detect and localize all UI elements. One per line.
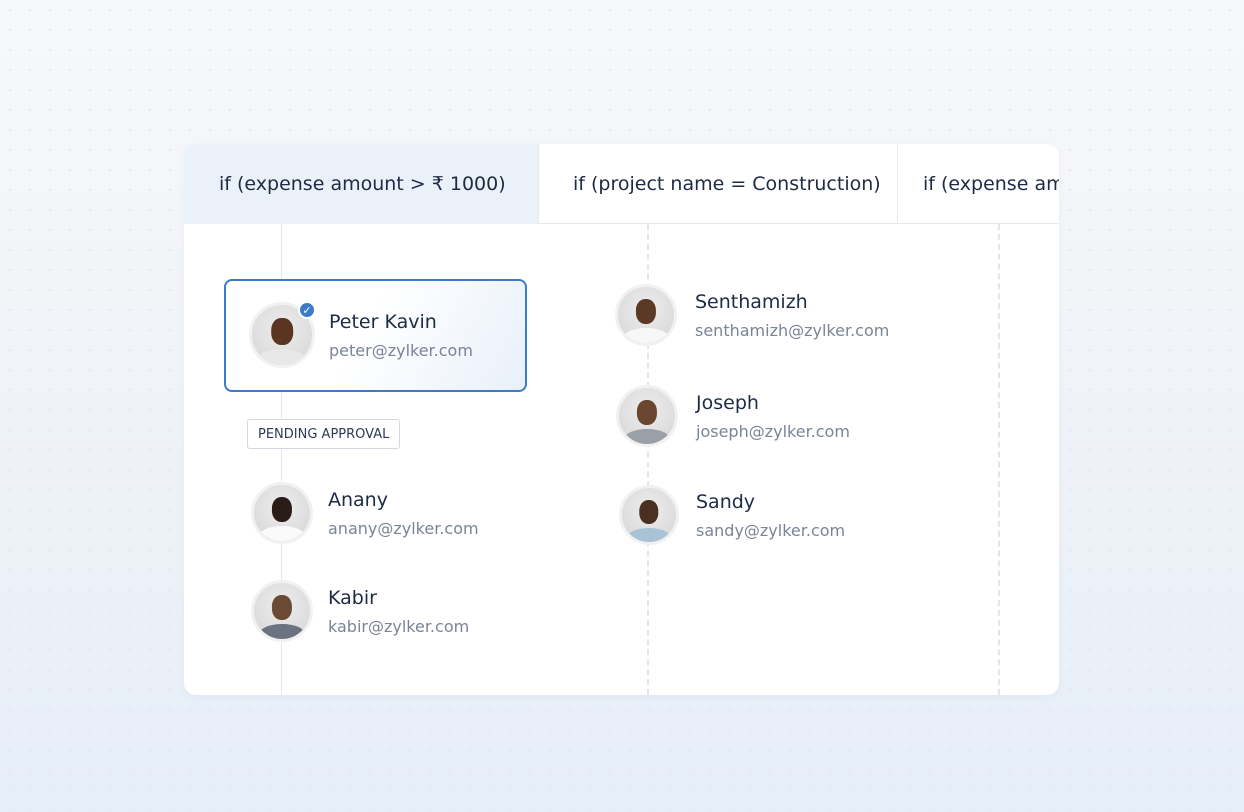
avatar (619, 485, 679, 545)
approver-sandy[interactable]: Sandy sandy@zylker.com (619, 485, 845, 545)
person-email: kabir@zylker.com (328, 616, 470, 636)
person-name: Anany (328, 488, 388, 511)
approver-senthamizh[interactable]: Senthamizh senthamizh@zylker.com (615, 284, 889, 346)
condition-tabs: if (expense amount > ₹ 1000) if (project… (184, 144, 1059, 224)
tab-label: if (expense amount > ₹ 1000) (219, 173, 506, 195)
avatar (615, 284, 677, 346)
column-connector-line (281, 224, 282, 695)
check-circle-icon: ✓ (298, 301, 316, 319)
person-name: Kabir (328, 586, 377, 609)
person-name: Peter Kavin (329, 310, 437, 333)
approval-rules-card: if (expense amount > ₹ 1000) if (project… (184, 144, 1059, 695)
tab-label: if (project name = Construction) (573, 173, 881, 195)
avatar (616, 385, 678, 447)
approver-anany[interactable]: Anany anany@zylker.com (251, 482, 479, 544)
approver-joseph[interactable]: Joseph joseph@zylker.com (616, 385, 850, 447)
person-email: joseph@zylker.com (696, 421, 850, 441)
person-email: sandy@zylker.com (696, 520, 846, 540)
person-name: Sandy (696, 490, 756, 513)
tab-project-name[interactable]: if (project name = Construction) (539, 144, 898, 224)
person-name: Joseph (696, 391, 759, 414)
approver-peter[interactable]: Peter Kavin peter@zylker.com (249, 302, 473, 368)
approver-kabir[interactable]: Kabir kabir@zylker.com (251, 580, 469, 642)
column-divider (647, 224, 649, 695)
person-name: Senthamizh (695, 290, 808, 313)
person-email: anany@zylker.com (328, 518, 479, 538)
tab-label: if (expense amount (923, 173, 1059, 195)
avatar (251, 482, 313, 544)
tab-expense-amount[interactable]: if (expense amount > ₹ 1000) (184, 144, 539, 224)
status-badge: PENDING APPROVAL (247, 419, 401, 449)
person-email: peter@zylker.com (329, 340, 473, 360)
column-divider (998, 224, 1000, 695)
avatar (251, 580, 313, 642)
tab-expense-amount-2[interactable]: if (expense amount (898, 144, 1059, 224)
person-email: senthamizh@zylker.com (695, 320, 890, 340)
